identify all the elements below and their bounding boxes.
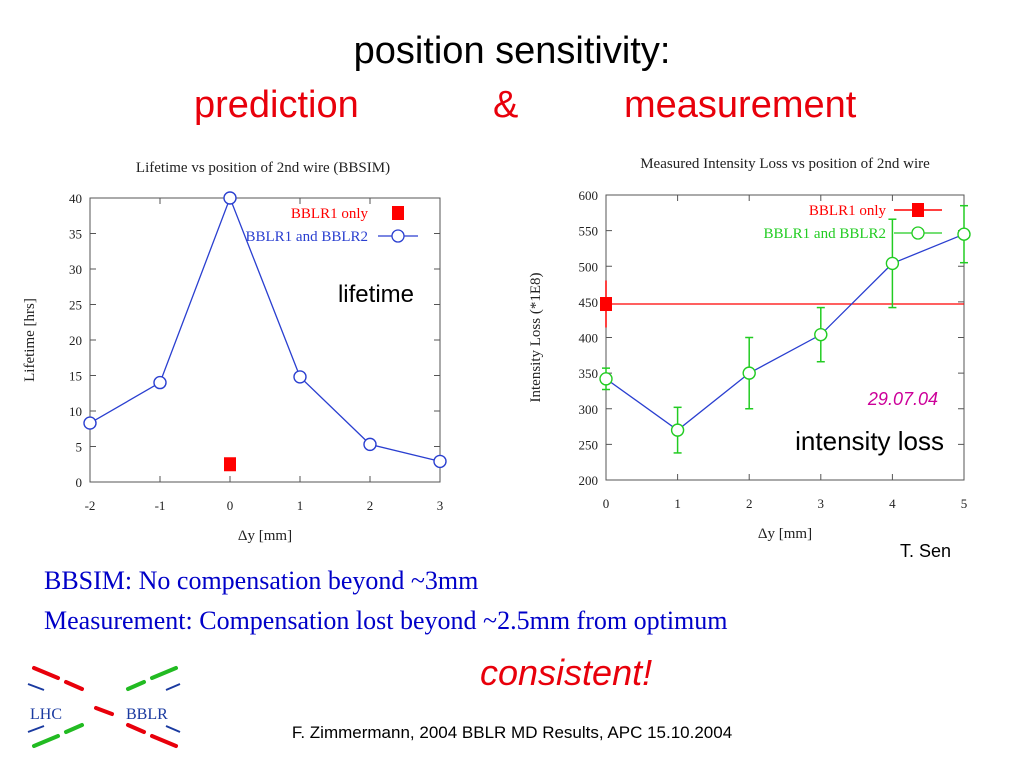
chart-annotation: intensity loss: [795, 426, 944, 456]
x-tick-label: 4: [889, 496, 896, 511]
y-tick-label: 35: [69, 227, 82, 242]
legend-label: BBLR1 and BBLR2: [245, 229, 368, 245]
data-point: [293, 370, 307, 384]
data-point: [153, 375, 167, 390]
data-point: [885, 256, 900, 271]
data-point: [599, 372, 613, 386]
y-axis-label: Intensity Loss (*1E8): [528, 273, 544, 403]
chart-title: Measured Intensity Loss vs position of 2…: [640, 156, 930, 172]
y-tick-label: 5: [76, 440, 83, 455]
y-tick-label: 40: [69, 191, 82, 206]
data-point-square: [600, 297, 612, 312]
y-tick-label: 300: [579, 402, 599, 417]
chart-title: Lifetime vs position of 2nd wire (BBSIM): [136, 160, 390, 176]
x-axis-label: Δy [mm]: [758, 526, 812, 542]
summary-measurement: Measurement: Compensation lost beyond ~2…: [44, 606, 728, 635]
x-tick-label: -2: [85, 498, 96, 513]
y-tick-label: 20: [69, 333, 82, 348]
y-tick-label: 25: [69, 298, 82, 313]
y-tick-label: 600: [579, 188, 599, 203]
data-point: [223, 191, 237, 205]
lifetime-chart: Lifetime vs position of 2nd wire (BBSIM)…: [22, 160, 447, 544]
title-measurement: measurement: [624, 84, 857, 126]
data-point: [83, 416, 97, 430]
slide-title: position sensitivity:: [353, 30, 671, 72]
legend-symbol: [912, 203, 924, 217]
footer-citation: F. Zimmermann, 2004 BBLR MD Results, APC…: [291, 723, 733, 742]
y-tick-label: 10: [69, 404, 82, 419]
legend-label: BBLR1 only: [291, 206, 369, 222]
logo-dashes: [27, 666, 181, 748]
x-tick-label: 3: [437, 498, 444, 513]
logo-lhc-text: LHC: [30, 706, 62, 723]
x-tick-label: 1: [674, 496, 681, 511]
date-annotation: 29.07.04: [867, 389, 938, 409]
y-tick-label: 550: [579, 224, 599, 239]
legend-symbol: [392, 206, 404, 220]
data-point: [363, 437, 377, 452]
logo-bblr-text: BBLR: [126, 706, 168, 723]
summary-bbsim: BBSIM: No compensation beyond ~3mm: [44, 566, 479, 595]
title-prediction: prediction: [194, 84, 359, 126]
x-tick-label: 2: [367, 498, 374, 513]
x-tick-label: 3: [818, 496, 825, 511]
series-line: [605, 233, 965, 431]
y-tick-label: 200: [579, 473, 599, 488]
y-tick-label: 350: [579, 366, 599, 381]
legend-symbol: [391, 229, 405, 243]
conclusion-text: consistent!: [480, 652, 653, 693]
data-point: [814, 327, 828, 342]
intensity-loss-chart: Measured Intensity Loss vs position of 2…: [528, 156, 971, 542]
legend-label: BBLR1 only: [809, 203, 887, 219]
data-point: [742, 366, 756, 380]
x-axis-label: Δy [mm]: [238, 528, 292, 544]
y-tick-label: 500: [579, 259, 599, 274]
x-tick-label: 2: [746, 496, 753, 511]
x-tick-label: 5: [961, 496, 968, 511]
y-tick-label: 0: [76, 475, 83, 490]
y-tick-label: 450: [579, 295, 599, 310]
y-tick-label: 30: [69, 262, 82, 277]
data-point-square: [224, 457, 236, 472]
title-ampersand: &: [493, 84, 519, 126]
y-tick-label: 15: [69, 369, 82, 384]
x-tick-label: 0: [603, 496, 610, 511]
data-point: [433, 454, 447, 469]
author-credit: T. Sen: [900, 541, 952, 561]
y-tick-label: 250: [579, 437, 599, 452]
data-point: [670, 423, 685, 437]
lhc-bblr-logo: LHC BBLR: [27, 666, 181, 748]
series-line: [89, 196, 441, 463]
data-point: [957, 227, 971, 241]
legend-symbol: [911, 226, 925, 240]
y-axis-label: Lifetime [hrs]: [22, 298, 38, 382]
x-tick-label: 0: [227, 498, 234, 513]
x-tick-label: -1: [155, 498, 166, 513]
y-tick-label: 400: [579, 331, 599, 346]
legend-label: BBLR1 and BBLR2: [763, 226, 886, 242]
chart-annotation: lifetime: [338, 281, 414, 308]
x-tick-label: 1: [297, 498, 304, 513]
